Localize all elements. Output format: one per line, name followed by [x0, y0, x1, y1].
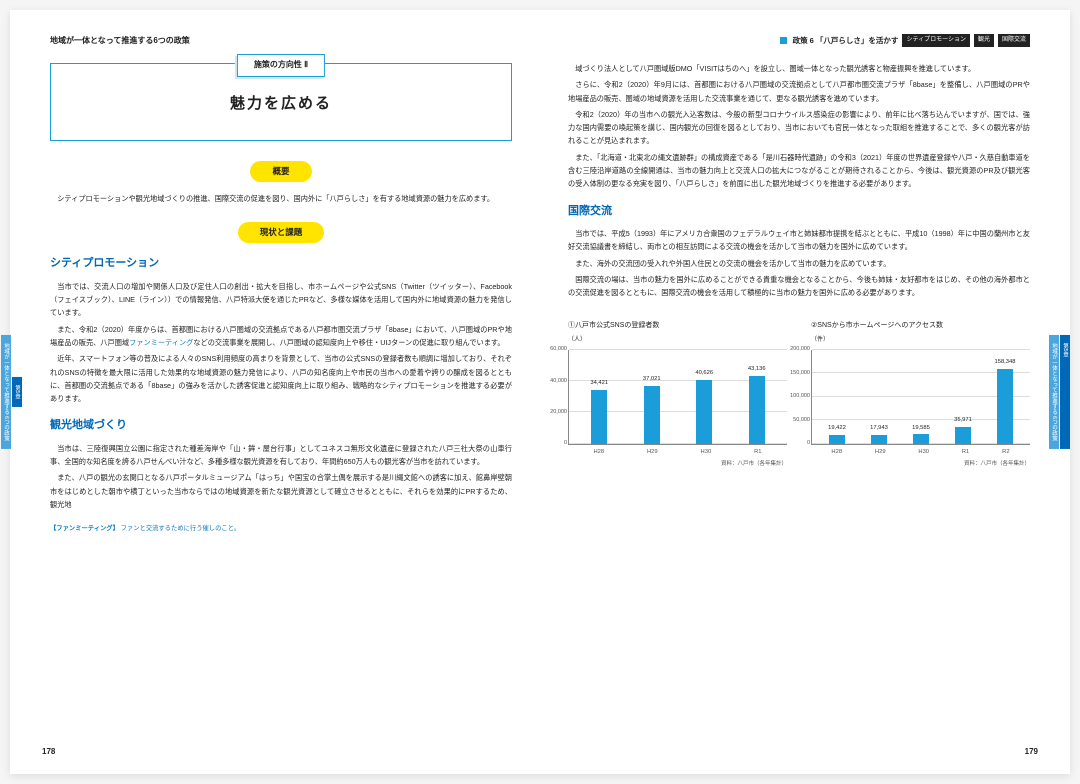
r-p2: さらに、令和2（2020）年9月には、首都圏における八戸圏域の交流拠点として八戸… [568, 78, 1030, 105]
bar-value-label: 37,021 [643, 374, 661, 385]
section-head-intl: 国際交流 [568, 201, 1030, 221]
overview-text: シティプロモーションや観光地域づくりの推進、国際交流の促進を図り、国内外に「八戸… [50, 192, 512, 205]
bar [749, 376, 765, 444]
bar-wrap: 19,585 [900, 423, 942, 444]
tag-1: シティプロモーション [902, 34, 970, 47]
sec1-p3: 近年、スマートフォン等の普及による人々のSNS利用頻度の高まりを背景として、当市… [50, 352, 512, 405]
tag-2: 観光 [974, 34, 994, 47]
bar-wrap: 35,971 [942, 415, 984, 444]
bar [997, 369, 1013, 443]
bar-value-label: 158,348 [995, 357, 1016, 368]
bar [644, 386, 660, 444]
title-box: 施策の方向性 Ⅱ 魅力を広める [50, 63, 512, 141]
bar-value-label: 40,626 [695, 368, 713, 379]
x-label: R1 [962, 447, 969, 458]
page-number-right: 179 [1025, 745, 1038, 760]
chart-1: ①八戸市公式SNSの登録者数 （人） 020,00040,00060,00034… [568, 320, 787, 470]
bar [696, 380, 712, 444]
chart1-plot: 020,00040,00060,00034,42137,02140,62643,… [568, 350, 787, 445]
side-tab-right: 第5章 地域が一体となって推進する 6つの政策 [1058, 335, 1070, 449]
tag-3: 国際交流 [998, 34, 1030, 47]
chart1-unit: （人） [568, 335, 787, 346]
bar-value-label: 43,136 [748, 364, 766, 375]
x-label: H30 [701, 447, 712, 458]
bar-value-label: 19,422 [828, 423, 846, 434]
x-label: H30 [918, 447, 929, 458]
bar-wrap: 158,348 [984, 357, 1026, 443]
sec1-p2: また、令和2（2020）年度からは、首都圏における八戸圏域の交流拠点である八戸都… [50, 323, 512, 350]
x-label: R1 [754, 447, 761, 458]
bar-value-label: 34,421 [590, 378, 608, 389]
r-p1: 域づくり法人として八戸圏域版DMO「VISITはちのへ」を設立し、圏域一体となっ… [568, 62, 1030, 75]
x-label: H28 [831, 447, 842, 458]
x-label: H29 [647, 447, 658, 458]
sec3-p3: 国際交流の場は、当市の魅力を国外に広めることができる貴重な機会となることから、今… [568, 273, 1030, 300]
chart2-plot: 050,000100,000150,000200,00019,42217,943… [811, 350, 1030, 445]
bar [871, 435, 887, 443]
bar-value-label: 17,943 [870, 423, 888, 434]
bar-wrap: 43,136 [731, 364, 784, 443]
sec3-p1: 当市では、平成5（1993）年にアメリカ合衆国のフェデラルウェイ市と姉妹都市提携… [568, 227, 1030, 254]
charts-row: ①八戸市公式SNSの登録者数 （人） 020,00040,00060,00034… [568, 320, 1030, 470]
bar-value-label: 19,585 [912, 423, 930, 434]
page-number-left: 178 [42, 745, 55, 760]
fanmeeting-link: ファンミーティング [129, 338, 193, 347]
header-left: 地域が一体となって推進する6つの政策 [50, 34, 512, 49]
chart2-source: 資料：八戸市（各年集計） [811, 459, 1030, 469]
status-pill: 現状と課題 [238, 222, 325, 244]
x-label: H29 [875, 447, 886, 458]
bar-wrap: 37,021 [626, 374, 679, 444]
bar [955, 427, 971, 444]
bar-wrap: 19,422 [816, 423, 858, 444]
x-label: R2 [1002, 447, 1009, 458]
overview-pill: 概要 [250, 161, 311, 183]
main-title: 魅力を広める [51, 90, 511, 118]
bar-wrap: 40,626 [678, 368, 731, 443]
chart2-xlabels: H28 H29 H30 R1 R2 [811, 445, 1030, 458]
sec2-p2: また、八戸の観光の玄関口となる八戸ポータルミュージアム「はっち」や国宝の合掌土偶… [50, 471, 512, 511]
sec2-p1: 当市は、三陸復興国立公園に指定された種差海岸や「山・鉾・屋台行事」としてユネスコ… [50, 442, 512, 469]
bar-wrap: 34,421 [573, 378, 626, 444]
page-right: 政策 6 「八戸らしさ」を活かす シティプロモーション 観光 国際交流 域づくり… [540, 10, 1070, 774]
chart1-source: 資料：八戸市（各年集計） [568, 459, 787, 469]
subtitle-pill: 施策の方向性 Ⅱ [237, 54, 325, 77]
sec3-p2: また、海外の交流団の受入れや外国人住民との交流の機会を活かして当市の魅力を広めて… [568, 257, 1030, 270]
bar [913, 434, 929, 443]
tab-chapter-r: 第5章 [1060, 335, 1070, 449]
r-p4: また、「北海道・北東北の縄文遺跡群」の構成資産である「是川石器時代遺跡」の令和3… [568, 151, 1030, 191]
chart2-unit: （件） [811, 335, 1030, 346]
x-label: H28 [593, 447, 604, 458]
r-p3: 令和2（2020）年の当市への観光入込客数は、今般の新型コロナウイルス感染症の影… [568, 108, 1030, 148]
bar [829, 435, 845, 444]
section-head-tourism: 観光地域づくり [50, 415, 512, 435]
chart2-title: ②SNSから市ホームページへのアクセス数 [811, 320, 1030, 333]
chart1-xlabels: H28 H29 H30 R1 [568, 445, 787, 458]
section-head-citypromo: シティプロモーション [50, 253, 512, 273]
header-right: 政策 6 「八戸らしさ」を活かす シティプロモーション 観光 国際交流 [568, 34, 1030, 48]
sec1-p1: 当市では、交流人口の増加や関係人口及び定住人口の創出・拡大を目指し、市ホームペー… [50, 280, 512, 320]
footnote: 【ファンミーティング】 ファンと交流するために行う催しのこと。 [50, 523, 512, 535]
bar [591, 390, 607, 444]
bar-wrap: 17,943 [858, 423, 900, 443]
page-left: 地域が一体となって推進する6つの政策 施策の方向性 Ⅱ 魅力を広める 概要 シテ… [10, 10, 540, 774]
page-spread: 第5章 地域が一体となって推進する 6つの政策 地域が一体となって推進する6つの… [10, 10, 1070, 774]
tab-section-r: 地域が一体となって推進する 6つの政策 [1049, 335, 1059, 449]
header-square-icon [780, 37, 787, 44]
chart-2: ②SNSから市ホームページへのアクセス数 （件） 050,000100,0001… [811, 320, 1030, 470]
header-policy-label: 政策 6 「八戸らしさ」を活かす [793, 34, 899, 48]
chart1-title: ①八戸市公式SNSの登録者数 [568, 320, 787, 333]
bar-value-label: 35,971 [954, 415, 972, 426]
